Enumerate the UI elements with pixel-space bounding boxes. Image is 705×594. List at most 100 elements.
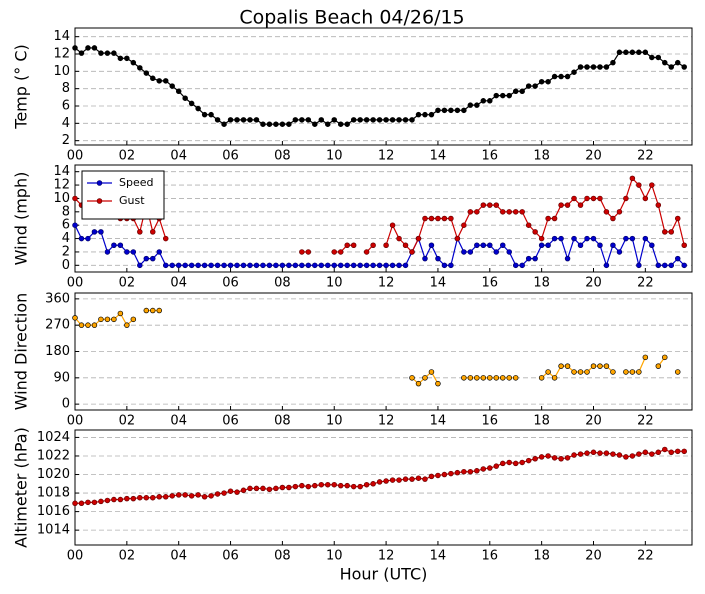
data-point [506, 92, 512, 99]
legend-label: Gust [119, 194, 145, 207]
data-point [564, 73, 571, 80]
data-point [156, 78, 163, 84]
data-point [247, 485, 253, 492]
data-point [150, 494, 156, 501]
data-point [577, 369, 584, 375]
data-point [370, 481, 376, 487]
data-point [98, 229, 104, 235]
data-point [214, 491, 221, 497]
x-tick-label: 10 [326, 276, 343, 291]
data-point [156, 307, 163, 314]
x-axis-label: Hour (UTC) [340, 565, 428, 584]
data-point [337, 262, 344, 269]
data-point [512, 209, 519, 215]
data-point [571, 69, 577, 75]
data-point [467, 468, 474, 475]
x-tick-label: 00 [67, 414, 84, 429]
data-point [545, 78, 551, 85]
data-point [422, 476, 428, 482]
data-point [299, 117, 305, 123]
data-point [571, 235, 577, 242]
y-tick-label: 180 [45, 344, 70, 359]
data-point [331, 262, 337, 269]
data-point [487, 202, 493, 208]
x-tick-label: 02 [119, 414, 136, 429]
data-point [227, 262, 234, 269]
data-point [234, 262, 240, 269]
data-point [636, 369, 642, 375]
data-point [363, 262, 370, 269]
x-tick-label: 14 [430, 549, 447, 564]
data-point [655, 202, 662, 208]
data-point [143, 255, 150, 262]
data-point [681, 64, 687, 70]
data-line [74, 312, 134, 327]
data-point [337, 121, 344, 127]
data-point [402, 262, 409, 269]
data-point [188, 262, 195, 269]
data-point [649, 242, 655, 249]
data-point [234, 489, 240, 495]
data-point [577, 242, 584, 249]
data-point [467, 375, 474, 381]
data-point [525, 255, 532, 262]
data-point [532, 456, 538, 462]
data-point [487, 242, 493, 249]
data-line [334, 244, 354, 253]
x-tick-label: 12 [378, 149, 395, 164]
data-point [668, 229, 675, 235]
data-point [117, 496, 124, 503]
data-point [480, 242, 487, 249]
data-point [312, 482, 318, 489]
data-point [370, 117, 376, 123]
data-point [642, 235, 649, 242]
data-point [72, 45, 78, 51]
data-point [214, 117, 221, 123]
data-point [674, 215, 681, 222]
data-point [538, 78, 545, 85]
x-tick-label: 06 [222, 414, 239, 429]
x-tick-label: 20 [585, 414, 602, 429]
y-tick-label: 1020 [37, 467, 70, 482]
data-point [253, 117, 260, 123]
data-point [454, 469, 461, 476]
data-point [551, 215, 558, 222]
data-point [182, 95, 188, 101]
data-point [662, 354, 668, 361]
y-tick-label: 8 [62, 204, 70, 219]
data-point [344, 121, 350, 127]
data-point [195, 105, 201, 112]
data-point [111, 50, 117, 56]
data-point [584, 64, 590, 70]
data-point [137, 262, 143, 269]
y-tick-label: 2 [62, 133, 70, 148]
x-tick-label: 04 [170, 276, 187, 291]
data-point [506, 459, 512, 466]
y-tick-label: 2 [62, 244, 70, 259]
data-point [422, 375, 428, 381]
x-tick-label: 22 [637, 276, 654, 291]
data-point [195, 262, 201, 269]
y-tick-label: 10 [53, 64, 70, 79]
data-point [188, 493, 195, 499]
data-point [305, 483, 312, 490]
data-point [363, 481, 370, 488]
data-point [500, 375, 506, 381]
data-point [85, 235, 91, 242]
data-point [150, 75, 156, 82]
x-tick-label: 04 [170, 414, 187, 429]
data-point [603, 209, 610, 215]
data-point [389, 117, 396, 123]
data-point [642, 195, 649, 202]
data-point [538, 242, 545, 249]
data-point [538, 454, 545, 460]
data-point [422, 215, 428, 222]
data-point [636, 451, 642, 457]
data-point [493, 202, 500, 208]
data-point [299, 482, 305, 489]
data-point [292, 117, 299, 123]
y-tick-label: 10 [53, 191, 70, 206]
data-point [428, 242, 435, 249]
x-tick-label: 12 [378, 276, 395, 291]
data-point [415, 111, 422, 118]
